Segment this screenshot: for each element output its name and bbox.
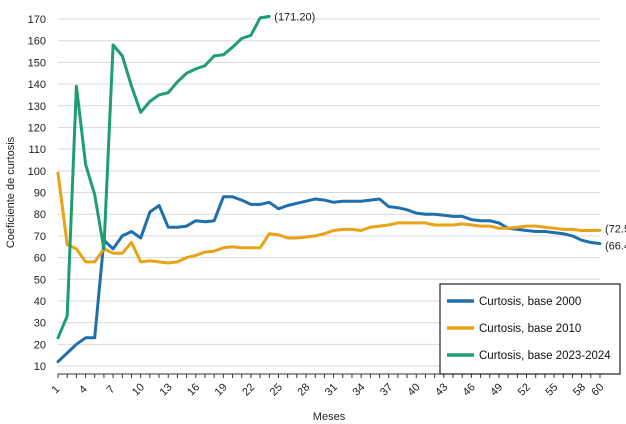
x-tick-label: 37 — [378, 381, 395, 398]
x-axis-title: Meses — [313, 411, 346, 423]
y-tick-label: 160 — [28, 36, 46, 48]
y-tick-label: 80 — [34, 209, 46, 221]
y-tick-label: 50 — [34, 274, 46, 286]
x-tick-label: 46 — [461, 381, 478, 398]
end-value-label: (171.20) — [274, 11, 315, 23]
x-tick-label: 43 — [433, 381, 450, 398]
x-tick-label: 52 — [516, 381, 533, 398]
x-axis: 1 4 7 10 13 16 19 22 25 28 31 34 37 40 43 46 49 52 55 58 60 — [49, 373, 606, 398]
y-tick-label: 60 — [34, 253, 46, 265]
x-tick-label: 22 — [240, 381, 257, 398]
x-tick-label: 40 — [406, 381, 423, 398]
y-tick-label: 90 — [34, 188, 46, 200]
x-tick-label: 25 — [268, 381, 285, 398]
y-tick-label: 150 — [28, 57, 46, 69]
y-tick-label: 120 — [28, 122, 46, 134]
y-tick-label: 110 — [28, 144, 46, 156]
x-tick-label: 7 — [105, 383, 118, 396]
legend-entry: Curtosis, base 2000 — [479, 296, 581, 308]
legend-entry: Curtosis, base 2010 — [479, 323, 581, 335]
series-lines — [56, 14, 602, 364]
x-tick-label: 13 — [158, 381, 175, 398]
x-tick-label: 1 — [49, 383, 62, 396]
x-tick-label: 4 — [77, 383, 90, 396]
gridlines — [58, 18, 600, 367]
y-tick-label: 170 — [28, 14, 46, 26]
x-tick-label: 34 — [350, 381, 367, 398]
end-value-label: (72.52) — [605, 223, 626, 235]
x-tick-label: 16 — [185, 381, 202, 398]
y-tick-label: 130 — [28, 101, 46, 113]
x-tick-label: 19 — [213, 381, 230, 398]
series-line-2 — [56, 171, 602, 265]
x-tick-label: 49 — [488, 381, 505, 398]
x-tick-label: 60 — [589, 381, 606, 398]
legend-entry: Curtosis, base 2023-2024 — [479, 350, 611, 362]
y-tick-label: 140 — [28, 79, 46, 91]
x-tick-label: 55 — [543, 381, 560, 398]
y-tick-label: 70 — [34, 231, 46, 243]
y-tick-label: 20 — [34, 339, 46, 351]
y-tick-label: 30 — [34, 318, 46, 330]
x-tick-label: 58 — [571, 381, 588, 398]
x-tick-label: 31 — [323, 381, 340, 398]
y-tick-label: 40 — [34, 296, 46, 308]
y-tick-label: 10 — [34, 361, 46, 373]
end-labels: (66.46) (72.52) (171.20) — [274, 11, 626, 252]
y-tick-label: 100 — [28, 166, 46, 178]
series-line-3 — [56, 14, 271, 340]
x-tick-label: 28 — [295, 381, 312, 398]
end-value-label: (66.46) — [605, 241, 626, 253]
y-axis-ticks: 10 20 30 40 50 60 70 80 90 100 110 120 130 140 150 160 1… — [28, 14, 46, 373]
legend: Curtosis, base 2000 Curtosis, base 2010 Cu… — [439, 283, 621, 375]
x-tick-label: 10 — [130, 381, 147, 398]
y-axis-title: Coeficiente de curtosis — [5, 136, 17, 248]
